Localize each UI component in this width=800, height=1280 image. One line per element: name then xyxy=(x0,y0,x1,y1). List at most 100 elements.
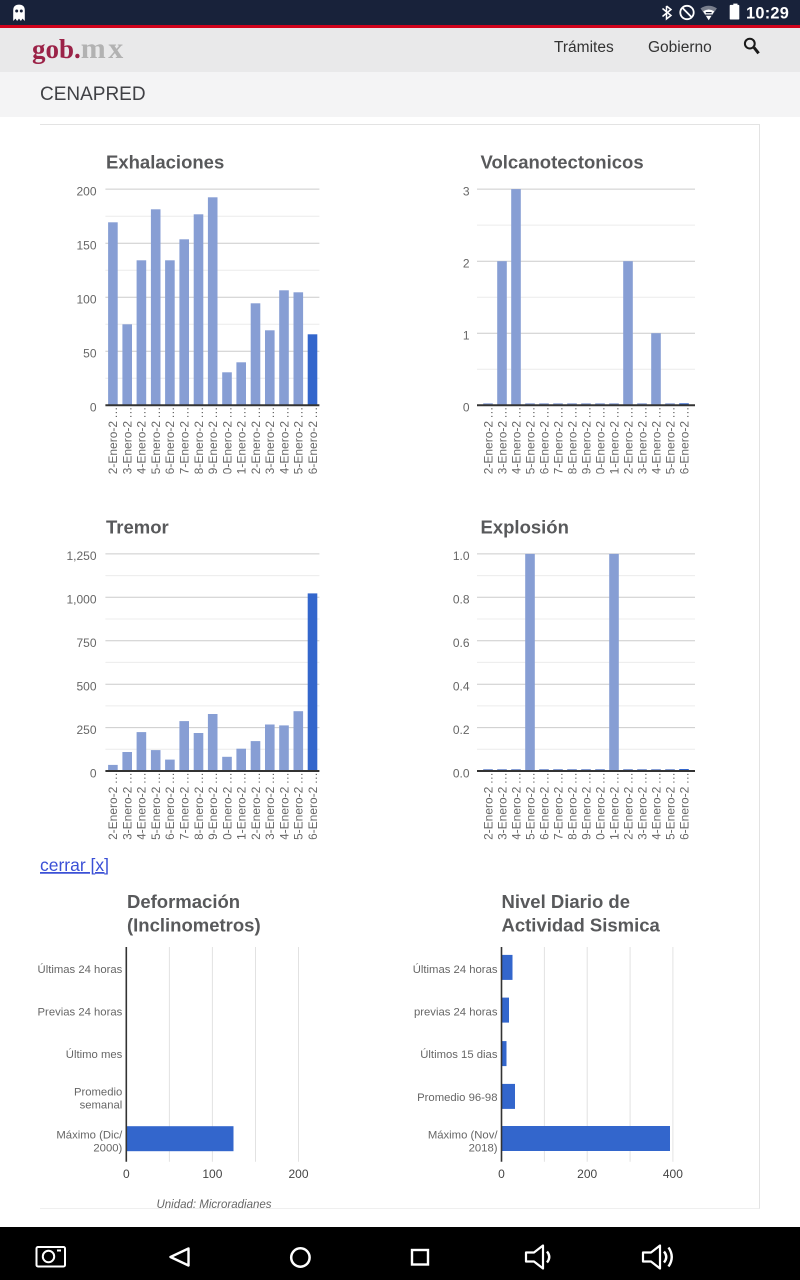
svg-text:12-Enero-2 …: 12-Enero-2 … xyxy=(106,772,120,846)
svg-text:15-Enero-2 …: 15-Enero-2 … xyxy=(149,772,163,846)
svg-text:Exhalaciones: Exhalaciones xyxy=(106,152,224,173)
svg-text:Últimas 24 horas: Últimas 24 horas xyxy=(38,963,123,976)
svg-text:100: 100 xyxy=(76,293,96,307)
svg-text:25-Enero-2 …: 25-Enero-2 … xyxy=(292,772,306,846)
svg-text:0.0: 0.0 xyxy=(453,766,470,780)
svg-text:23-Enero-2 …: 23-Enero-2 … xyxy=(263,407,277,481)
svg-text:1.0: 1.0 xyxy=(453,549,470,563)
svg-text:200: 200 xyxy=(577,1167,597,1181)
svg-text:20-Enero-2 …: 20-Enero-2 … xyxy=(220,407,234,481)
svg-text:16-Enero-2 …: 16-Enero-2 … xyxy=(163,772,177,846)
svg-text:14-Enero-2 …: 14-Enero-2 … xyxy=(135,407,149,481)
svg-text:24-Enero-2 …: 24-Enero-2 … xyxy=(649,407,663,481)
svg-text:22-Enero-2 …: 22-Enero-2 … xyxy=(621,407,635,481)
svg-text:15-Enero-2 …: 15-Enero-2 … xyxy=(523,772,537,846)
svg-text:Máximo (Dic/: Máximo (Dic/ xyxy=(56,1130,123,1142)
svg-text:2000): 2000) xyxy=(93,1143,122,1155)
svg-text:22-Enero-2 …: 22-Enero-2 … xyxy=(621,772,635,846)
svg-text:24-Enero-2 …: 24-Enero-2 … xyxy=(649,772,663,846)
svg-text:0: 0 xyxy=(498,1167,505,1181)
svg-text:previas 24 horas: previas 24 horas xyxy=(414,1006,498,1018)
svg-text:Tremor: Tremor xyxy=(106,517,169,538)
svg-text:18-Enero-2 …: 18-Enero-2 … xyxy=(192,407,206,481)
svg-text:21-Enero-2 …: 21-Enero-2 … xyxy=(607,407,621,481)
svg-text:26-Enero-2 …: 26-Enero-2 … xyxy=(677,407,691,481)
svg-text:10:29: 10:29 xyxy=(746,4,789,22)
svg-text:17-Enero-2 …: 17-Enero-2 … xyxy=(551,772,565,846)
svg-text:200: 200 xyxy=(76,184,96,198)
svg-text:Último mes: Último mes xyxy=(66,1048,123,1061)
svg-text:400: 400 xyxy=(663,1167,683,1181)
svg-text:24-Enero-2 …: 24-Enero-2 … xyxy=(277,407,291,481)
svg-text:19-Enero-2 …: 19-Enero-2 … xyxy=(206,407,220,481)
svg-text:23-Enero-2 …: 23-Enero-2 … xyxy=(635,407,649,481)
svg-text:1: 1 xyxy=(463,329,470,343)
svg-text:2: 2 xyxy=(463,257,470,271)
svg-text:Actividad Sismica: Actividad Sismica xyxy=(502,915,661,936)
svg-text:14-Enero-2 …: 14-Enero-2 … xyxy=(509,407,523,481)
svg-text:13-Enero-2 …: 13-Enero-2 … xyxy=(495,772,509,846)
svg-text:1,250: 1,250 xyxy=(66,549,96,563)
svg-text:200: 200 xyxy=(288,1167,308,1181)
svg-text:0: 0 xyxy=(90,766,97,780)
svg-text:Explosión: Explosión xyxy=(481,517,569,538)
svg-text:18-Enero-2 …: 18-Enero-2 … xyxy=(192,772,206,846)
svg-text:25-Enero-2 …: 25-Enero-2 … xyxy=(292,407,306,481)
svg-text:25-Enero-2 …: 25-Enero-2 … xyxy=(663,407,677,481)
svg-text:21-Enero-2 …: 21-Enero-2 … xyxy=(235,772,249,846)
svg-text:23-Enero-2 …: 23-Enero-2 … xyxy=(263,772,277,846)
svg-text:50: 50 xyxy=(83,347,97,361)
svg-text:17-Enero-2 …: 17-Enero-2 … xyxy=(551,407,565,481)
svg-text:19-Enero-2 …: 19-Enero-2 … xyxy=(579,772,593,846)
svg-text:22-Enero-2 …: 22-Enero-2 … xyxy=(249,407,263,481)
svg-text:13-Enero-2 …: 13-Enero-2 … xyxy=(121,407,135,481)
svg-text:0: 0 xyxy=(90,401,97,415)
svg-text:13-Enero-2 …: 13-Enero-2 … xyxy=(495,407,509,481)
svg-text:1,000: 1,000 xyxy=(66,593,96,607)
svg-text:12-Enero-2 …: 12-Enero-2 … xyxy=(481,407,495,481)
svg-text:21-Enero-2 …: 21-Enero-2 … xyxy=(235,407,249,481)
svg-text:100: 100 xyxy=(202,1167,222,1181)
svg-text:26-Enero-2 …: 26-Enero-2 … xyxy=(306,772,320,846)
svg-text:0: 0 xyxy=(123,1167,130,1181)
svg-text:Deformación: Deformación xyxy=(127,891,240,912)
svg-text:0: 0 xyxy=(463,401,470,415)
svg-text:12-Enero-2 …: 12-Enero-2 … xyxy=(106,407,120,481)
svg-text:20-Enero-2 …: 20-Enero-2 … xyxy=(593,407,607,481)
svg-text:19-Enero-2 …: 19-Enero-2 … xyxy=(579,407,593,481)
svg-text:2018): 2018) xyxy=(469,1143,498,1155)
svg-text:24-Enero-2 …: 24-Enero-2 … xyxy=(277,772,291,846)
svg-text:16-Enero-2 …: 16-Enero-2 … xyxy=(163,407,177,481)
svg-text:Máximo (Nov/: Máximo (Nov/ xyxy=(428,1130,499,1142)
svg-text:15-Enero-2 …: 15-Enero-2 … xyxy=(523,407,537,481)
svg-text:0.4: 0.4 xyxy=(453,680,470,694)
svg-text:Promedio 96-98: Promedio 96-98 xyxy=(417,1092,497,1104)
svg-text:Últimas 24 horas: Últimas 24 horas xyxy=(413,963,498,976)
svg-text:Últimos 15 dias: Últimos 15 dias xyxy=(420,1048,498,1061)
svg-text:Nivel Diario de: Nivel Diario de xyxy=(502,891,631,912)
svg-text:22-Enero-2 …: 22-Enero-2 … xyxy=(249,772,263,846)
svg-text:0.2: 0.2 xyxy=(453,723,470,737)
svg-text:17-Enero-2 …: 17-Enero-2 … xyxy=(178,772,192,846)
svg-text:Volcanotectonicos: Volcanotectonicos xyxy=(481,152,644,173)
svg-text:250: 250 xyxy=(76,723,96,737)
svg-text:14-Enero-2 …: 14-Enero-2 … xyxy=(135,772,149,846)
svg-text:16-Enero-2 …: 16-Enero-2 … xyxy=(537,772,551,846)
svg-text:20-Enero-2 …: 20-Enero-2 … xyxy=(220,772,234,846)
svg-text:16-Enero-2 …: 16-Enero-2 … xyxy=(537,407,551,481)
svg-text:750: 750 xyxy=(76,636,96,650)
svg-text:15-Enero-2 …: 15-Enero-2 … xyxy=(149,407,163,481)
svg-text:Unidad: Microradianes: Unidad: Microradianes xyxy=(156,1199,271,1211)
svg-text:150: 150 xyxy=(76,239,96,253)
svg-text:23-Enero-2 …: 23-Enero-2 … xyxy=(635,772,649,846)
svg-text:3: 3 xyxy=(463,184,470,198)
svg-text:Previas 24 horas: Previas 24 horas xyxy=(38,1006,123,1018)
svg-text:17-Enero-2 …: 17-Enero-2 … xyxy=(178,407,192,481)
svg-text:18-Enero-2 …: 18-Enero-2 … xyxy=(565,407,579,481)
svg-text:21-Enero-2 …: 21-Enero-2 … xyxy=(607,772,621,846)
svg-text:20-Enero-2 …: 20-Enero-2 … xyxy=(593,772,607,846)
svg-text:500: 500 xyxy=(76,680,96,694)
svg-text:13-Enero-2 …: 13-Enero-2 … xyxy=(121,772,135,846)
svg-text:19-Enero-2 …: 19-Enero-2 … xyxy=(206,772,220,846)
svg-text:14-Enero-2 …: 14-Enero-2 … xyxy=(509,772,523,846)
